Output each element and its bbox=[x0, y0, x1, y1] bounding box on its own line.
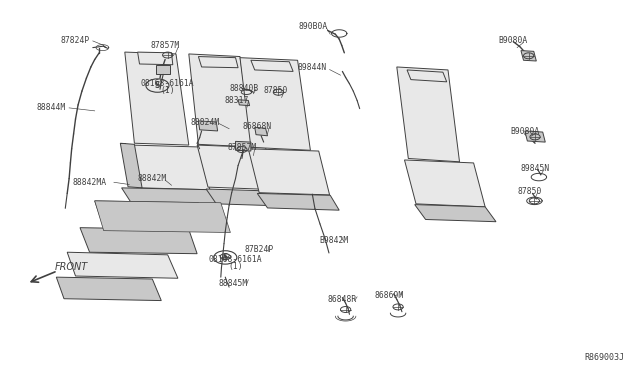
Text: 890B0A: 890B0A bbox=[299, 22, 328, 31]
Polygon shape bbox=[189, 54, 253, 147]
Polygon shape bbox=[125, 52, 189, 145]
Polygon shape bbox=[404, 160, 485, 207]
Text: 88842M: 88842M bbox=[138, 174, 167, 183]
Text: 89845N: 89845N bbox=[520, 164, 550, 173]
Text: 86869M: 86869M bbox=[374, 291, 404, 300]
Text: 87850: 87850 bbox=[518, 187, 542, 196]
Polygon shape bbox=[206, 189, 287, 206]
Polygon shape bbox=[95, 201, 210, 229]
Text: 86868N: 86868N bbox=[243, 122, 272, 131]
Polygon shape bbox=[525, 131, 545, 142]
Polygon shape bbox=[80, 228, 197, 254]
Polygon shape bbox=[198, 121, 218, 131]
Text: 88317: 88317 bbox=[225, 96, 249, 105]
Text: 87857M: 87857M bbox=[227, 143, 257, 152]
Polygon shape bbox=[122, 188, 221, 205]
Text: 87B24P: 87B24P bbox=[244, 246, 274, 254]
Text: 08168-6161A: 08168-6161A bbox=[209, 255, 262, 264]
Text: 08168-6161A: 08168-6161A bbox=[141, 79, 195, 88]
Text: FRONT: FRONT bbox=[54, 262, 88, 272]
Text: S: S bbox=[223, 253, 228, 262]
Text: 88845M: 88845M bbox=[219, 279, 248, 288]
Text: 88844M: 88844M bbox=[36, 103, 66, 112]
Polygon shape bbox=[255, 127, 268, 136]
Polygon shape bbox=[397, 67, 460, 162]
Polygon shape bbox=[248, 149, 330, 195]
Polygon shape bbox=[251, 60, 293, 71]
Text: B9842M: B9842M bbox=[319, 236, 349, 245]
Text: B9080A: B9080A bbox=[499, 36, 528, 45]
Polygon shape bbox=[198, 57, 238, 68]
Text: S: S bbox=[155, 81, 160, 90]
Text: 88824M: 88824M bbox=[190, 118, 220, 126]
Polygon shape bbox=[236, 141, 251, 151]
Polygon shape bbox=[407, 70, 447, 82]
Polygon shape bbox=[138, 52, 173, 65]
Polygon shape bbox=[197, 145, 276, 190]
Text: 86848R: 86848R bbox=[328, 295, 357, 304]
Text: R869003J: R869003J bbox=[584, 353, 624, 362]
Polygon shape bbox=[67, 252, 178, 278]
Polygon shape bbox=[95, 201, 230, 232]
Text: 87857M: 87857M bbox=[150, 41, 180, 50]
Text: 88842MA: 88842MA bbox=[72, 178, 107, 187]
Polygon shape bbox=[415, 205, 496, 222]
Text: B9080A: B9080A bbox=[510, 127, 540, 136]
Text: 87824P: 87824P bbox=[61, 36, 90, 45]
Polygon shape bbox=[56, 277, 161, 301]
Text: 88840B: 88840B bbox=[230, 84, 259, 93]
Text: (1): (1) bbox=[228, 262, 243, 271]
Polygon shape bbox=[131, 145, 210, 190]
Text: 87850: 87850 bbox=[263, 86, 287, 95]
Polygon shape bbox=[120, 143, 142, 188]
Polygon shape bbox=[521, 51, 536, 61]
Polygon shape bbox=[156, 65, 170, 74]
Text: 89844N: 89844N bbox=[298, 63, 327, 72]
Polygon shape bbox=[238, 100, 250, 106]
Text: (1): (1) bbox=[161, 86, 175, 94]
Polygon shape bbox=[240, 58, 310, 150]
Polygon shape bbox=[257, 193, 339, 210]
